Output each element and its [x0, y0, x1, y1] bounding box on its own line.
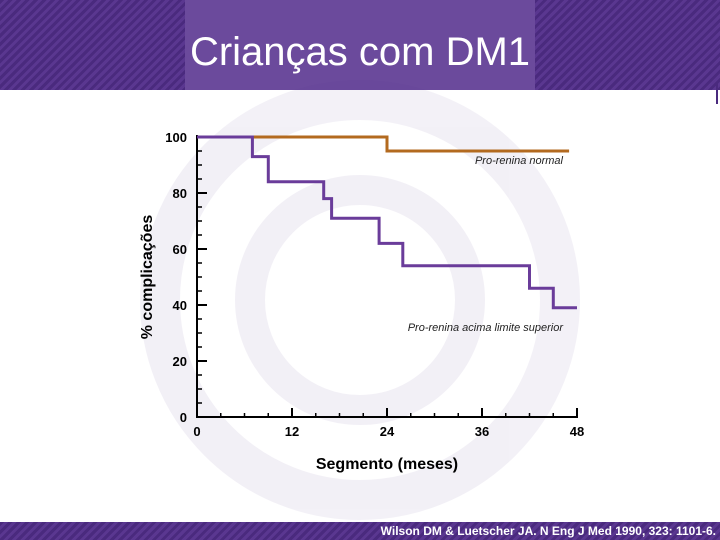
x-tick-label: 0: [193, 424, 200, 439]
series-line-2: [197, 135, 577, 310]
slide-title: Crianças com DM1: [189, 30, 531, 74]
y-tick-label: 100: [165, 130, 187, 145]
watermark-ring-inner: [235, 175, 485, 425]
series-label-1: Pro-renina normal: [475, 155, 564, 167]
x-axis-label: Segmento (meses): [316, 456, 458, 473]
header-band: [0, 0, 720, 90]
y-tick-label: 60: [173, 242, 187, 257]
x-tick-label: 12: [285, 424, 299, 439]
chart-plot: 0 20 40 60 80 100 0 12 24 36 48 Segmento (meses) % c…: [139, 130, 584, 473]
x-tick-label: 24: [380, 424, 395, 439]
y-tick-label: 20: [173, 354, 187, 369]
watermark-rings: [140, 80, 580, 520]
header-divider: [716, 84, 718, 104]
x-tick-label: 36: [475, 424, 489, 439]
series-line-1: [197, 135, 570, 153]
citation: Wilson DM & Luetscher JA. N Eng J Med 19…: [380, 524, 716, 538]
watermark-ring-outer: [140, 80, 580, 520]
y-tick-label: 0: [180, 410, 187, 425]
y-tick-label: 40: [173, 298, 187, 313]
y-tick-label: 80: [173, 186, 187, 201]
x-tick-label: 48: [570, 424, 584, 439]
header-panel: [185, 0, 535, 90]
series-label-2: Pro-renina acima limite superior: [408, 322, 565, 334]
y-axis-label: % complicações: [139, 215, 156, 340]
footer-band: [0, 522, 720, 540]
